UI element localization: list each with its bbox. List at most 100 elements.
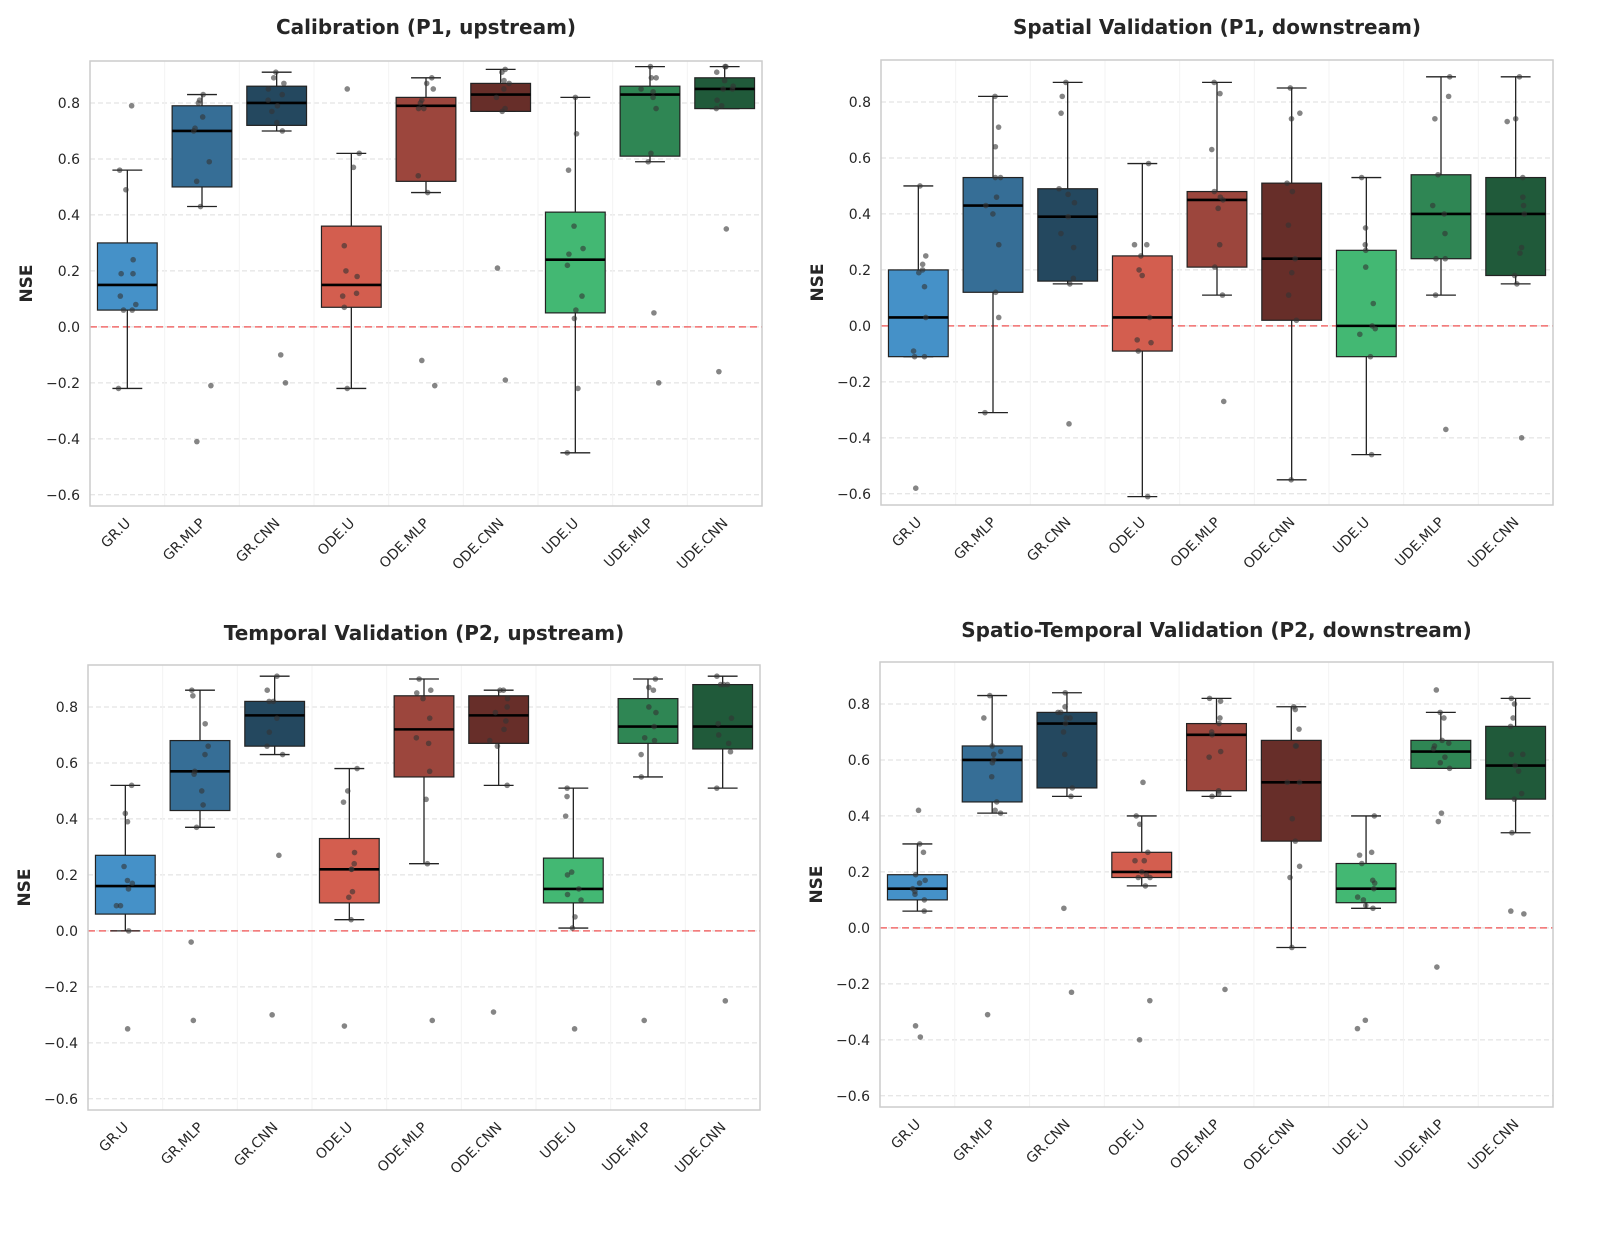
x-tick-label: UDE.MLP	[1392, 1117, 1448, 1173]
box-iqr[interactable]	[1186, 190, 1248, 268]
data-point	[1512, 115, 1519, 122]
box-gr-mlp	[962, 93, 1024, 416]
data-point	[1367, 353, 1374, 360]
box-iqr[interactable]	[320, 225, 382, 308]
data-point	[1511, 796, 1518, 802]
data-point	[565, 167, 572, 173]
data-point	[1211, 79, 1217, 86]
data-point	[1292, 838, 1299, 844]
y-tick-label: 0.6	[849, 151, 871, 167]
box-ode-cnn	[470, 66, 532, 383]
box-iqr[interactable]	[1111, 851, 1173, 879]
y-axis-label: NSE	[17, 264, 37, 302]
data-point	[648, 74, 655, 81]
box-iqr[interactable]	[395, 96, 457, 182]
panel-2: Spatial Validation (P1, downstream) NSE −0…	[808, 15, 1554, 572]
data-point	[1136, 1037, 1143, 1043]
box-ude-u	[1335, 174, 1397, 458]
data-point	[279, 91, 286, 98]
data-point	[125, 886, 132, 892]
box-iqr[interactable]	[1335, 862, 1397, 904]
data-point	[1358, 174, 1365, 181]
data-point	[354, 765, 360, 772]
data-point	[1062, 689, 1069, 696]
box-iqr[interactable]	[1037, 188, 1099, 282]
box-gr-u	[887, 183, 949, 492]
box-iqr[interactable]	[962, 176, 1024, 293]
box-iqr[interactable]	[1261, 182, 1323, 321]
data-point	[416, 676, 422, 682]
data-point	[1147, 874, 1153, 881]
data-point	[1061, 751, 1068, 758]
box-iqr[interactable]	[1485, 176, 1547, 277]
data-point	[506, 80, 512, 87]
data-point	[653, 105, 659, 112]
data-point	[117, 902, 124, 909]
box-iqr[interactable]	[619, 85, 681, 157]
box-gr-cnn	[246, 69, 308, 386]
box-iqr[interactable]	[1485, 725, 1547, 800]
box-ude-cnn	[692, 673, 754, 1004]
data-point	[647, 63, 654, 70]
data-point	[651, 723, 657, 730]
data-point	[486, 737, 493, 744]
box-iqr[interactable]	[468, 695, 530, 744]
box-iqr[interactable]	[96, 242, 158, 311]
box-iqr[interactable]	[961, 745, 1023, 803]
box-iqr[interactable]	[1260, 739, 1322, 842]
data-point	[1371, 880, 1378, 886]
data-point	[1059, 93, 1066, 100]
data-point	[1058, 110, 1064, 116]
box-iqr[interactable]	[470, 82, 532, 112]
box-iqr[interactable]	[886, 874, 948, 901]
data-point	[1217, 748, 1224, 755]
data-point	[992, 93, 998, 100]
x-tick-label: ODE.CNN	[1240, 1117, 1298, 1175]
box-iqr[interactable]	[169, 739, 231, 812]
data-point	[1211, 264, 1218, 270]
y-tick-label: −0.6	[44, 1092, 78, 1108]
y-tick-label: 0.8	[849, 95, 871, 111]
data-point	[1135, 348, 1142, 354]
y-tick-label: −0.2	[837, 375, 871, 391]
x-tick-label: ODE.U	[1105, 1117, 1148, 1160]
x-tick-label: ODE.CNN	[450, 516, 508, 574]
data-point	[562, 813, 569, 819]
box-iqr[interactable]	[692, 683, 754, 750]
y-axis-label: NSE	[808, 263, 828, 301]
box-iqr[interactable]	[393, 695, 455, 778]
data-point	[274, 715, 280, 721]
data-point	[921, 283, 928, 290]
box-iqr[interactable]	[694, 77, 756, 110]
box-gr-cnn	[1036, 689, 1098, 996]
data-point	[431, 382, 438, 389]
data-point	[281, 80, 287, 87]
data-point	[193, 824, 200, 831]
box-ode-cnn	[468, 687, 530, 1015]
data-point	[1134, 337, 1141, 343]
data-point	[351, 860, 358, 867]
x-tick-label: ODE.MLP	[1167, 1117, 1223, 1173]
data-point	[1432, 292, 1439, 298]
data-point	[912, 871, 919, 878]
x-tick-label: UDE.CNN	[1465, 515, 1522, 572]
box-iqr[interactable]	[1111, 255, 1173, 352]
x-tick-label: UDE.U	[537, 1120, 580, 1163]
data-point	[1063, 79, 1069, 86]
box-iqr[interactable]	[887, 269, 949, 358]
box-iqr[interactable]	[1410, 174, 1472, 260]
data-point	[1217, 715, 1223, 721]
data-point	[130, 270, 136, 277]
box-iqr[interactable]	[544, 211, 606, 314]
box-iqr[interactable]	[244, 700, 306, 747]
data-point	[427, 687, 434, 693]
data-point	[645, 158, 651, 165]
box-ude-mlp	[617, 676, 679, 1024]
y-tick-label: 0.6	[56, 756, 78, 772]
data-point	[206, 158, 213, 165]
data-point	[264, 687, 271, 693]
data-point	[1362, 225, 1369, 231]
box-iqr[interactable]	[542, 857, 604, 904]
data-point	[1446, 740, 1452, 746]
data-point	[1443, 426, 1449, 433]
